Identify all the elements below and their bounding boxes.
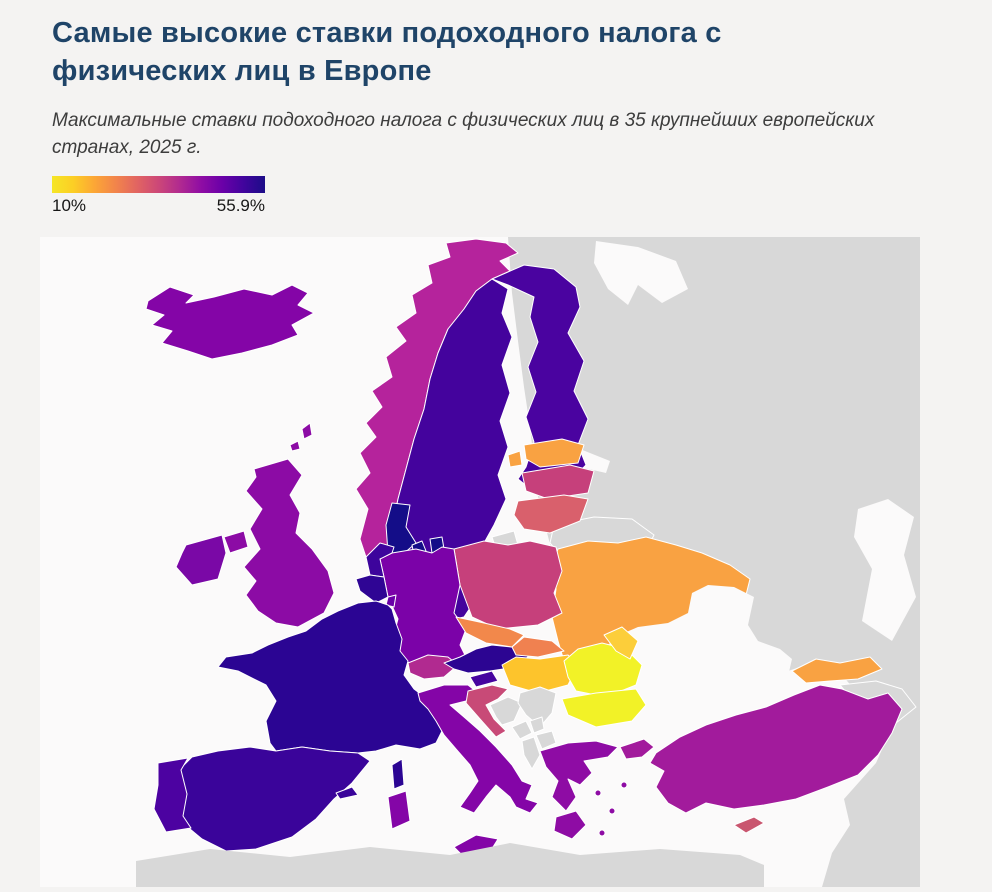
black-sea <box>608 585 792 711</box>
header: Самые высокие ставки подоходного налога … <box>0 0 992 216</box>
country-italy[interactable] <box>417 684 539 814</box>
country-uk-orkney[interactable] <box>289 440 301 452</box>
region-kosovo-nodata <box>529 716 545 734</box>
country-ireland[interactable] <box>175 534 227 586</box>
choropleth-svg <box>40 237 920 887</box>
country-czechia[interactable] <box>455 616 525 648</box>
country-lithuania[interactable] <box>513 494 589 534</box>
legend-gradient-bar <box>52 175 265 193</box>
region-bosnia-nodata <box>489 696 523 726</box>
country-moldova[interactable] <box>603 626 639 660</box>
country-cyprus[interactable] <box>733 816 765 834</box>
country-switzerland[interactable] <box>407 654 459 680</box>
region-north-africa-nodata <box>136 843 764 887</box>
country-greece-island[interactable] <box>594 789 602 797</box>
country-latvia[interactable] <box>521 464 595 500</box>
page-title: Самые высокие ставки подоходного налога … <box>52 17 722 88</box>
country-uk-shetland[interactable] <box>301 422 313 440</box>
country-estonia[interactable] <box>523 438 585 468</box>
country-greece-island[interactable] <box>620 781 628 789</box>
country-spain[interactable] <box>179 746 371 852</box>
country-turkey[interactable] <box>649 684 903 814</box>
country-france-corsica[interactable] <box>391 758 405 790</box>
legend-min-label: 10% <box>52 195 87 215</box>
country-croatia[interactable] <box>465 684 509 738</box>
country-estonia-saaremaa[interactable] <box>507 450 523 468</box>
country-italy-sardinia[interactable] <box>387 790 411 830</box>
country-greece-peloponnese[interactable] <box>553 810 587 840</box>
country-uk-northern-ireland[interactable] <box>223 530 249 554</box>
country-uk[interactable] <box>243 458 335 628</box>
country-portugal[interactable] <box>153 757 192 833</box>
country-greece-island[interactable] <box>598 829 606 837</box>
region-montenegro-nodata <box>511 720 533 740</box>
region-albania-nodata <box>521 736 541 770</box>
europe-map <box>40 237 920 887</box>
region-macedonia-nodata <box>535 730 557 750</box>
country-poland[interactable] <box>453 540 563 630</box>
country-georgia[interactable] <box>791 656 883 684</box>
country-slovenia[interactable] <box>469 670 499 688</box>
country-slovakia[interactable] <box>511 636 565 658</box>
country-greece[interactable] <box>539 740 619 812</box>
page-subtitle: Максимальные ставки подоходного налога с… <box>52 109 875 159</box>
country-germany[interactable] <box>379 546 469 668</box>
country-turkey-thrace[interactable] <box>619 738 655 760</box>
country-bulgaria[interactable] <box>561 688 647 728</box>
color-legend: 10% 55.9% <box>52 175 265 216</box>
country-spain-balearics[interactable] <box>335 786 359 800</box>
region-serbia-nodata <box>517 686 557 728</box>
country-iceland[interactable] <box>145 284 315 360</box>
country-greece-island[interactable] <box>608 807 616 815</box>
country-romania[interactable] <box>563 642 643 698</box>
legend-max-label: 55.9% <box>216 195 265 215</box>
legend-labels: 10% 55.9% <box>52 196 265 216</box>
caspian-sea <box>854 499 916 641</box>
country-luxembourg[interactable] <box>385 594 397 608</box>
country-france[interactable] <box>217 600 443 754</box>
white-sea <box>594 241 688 305</box>
